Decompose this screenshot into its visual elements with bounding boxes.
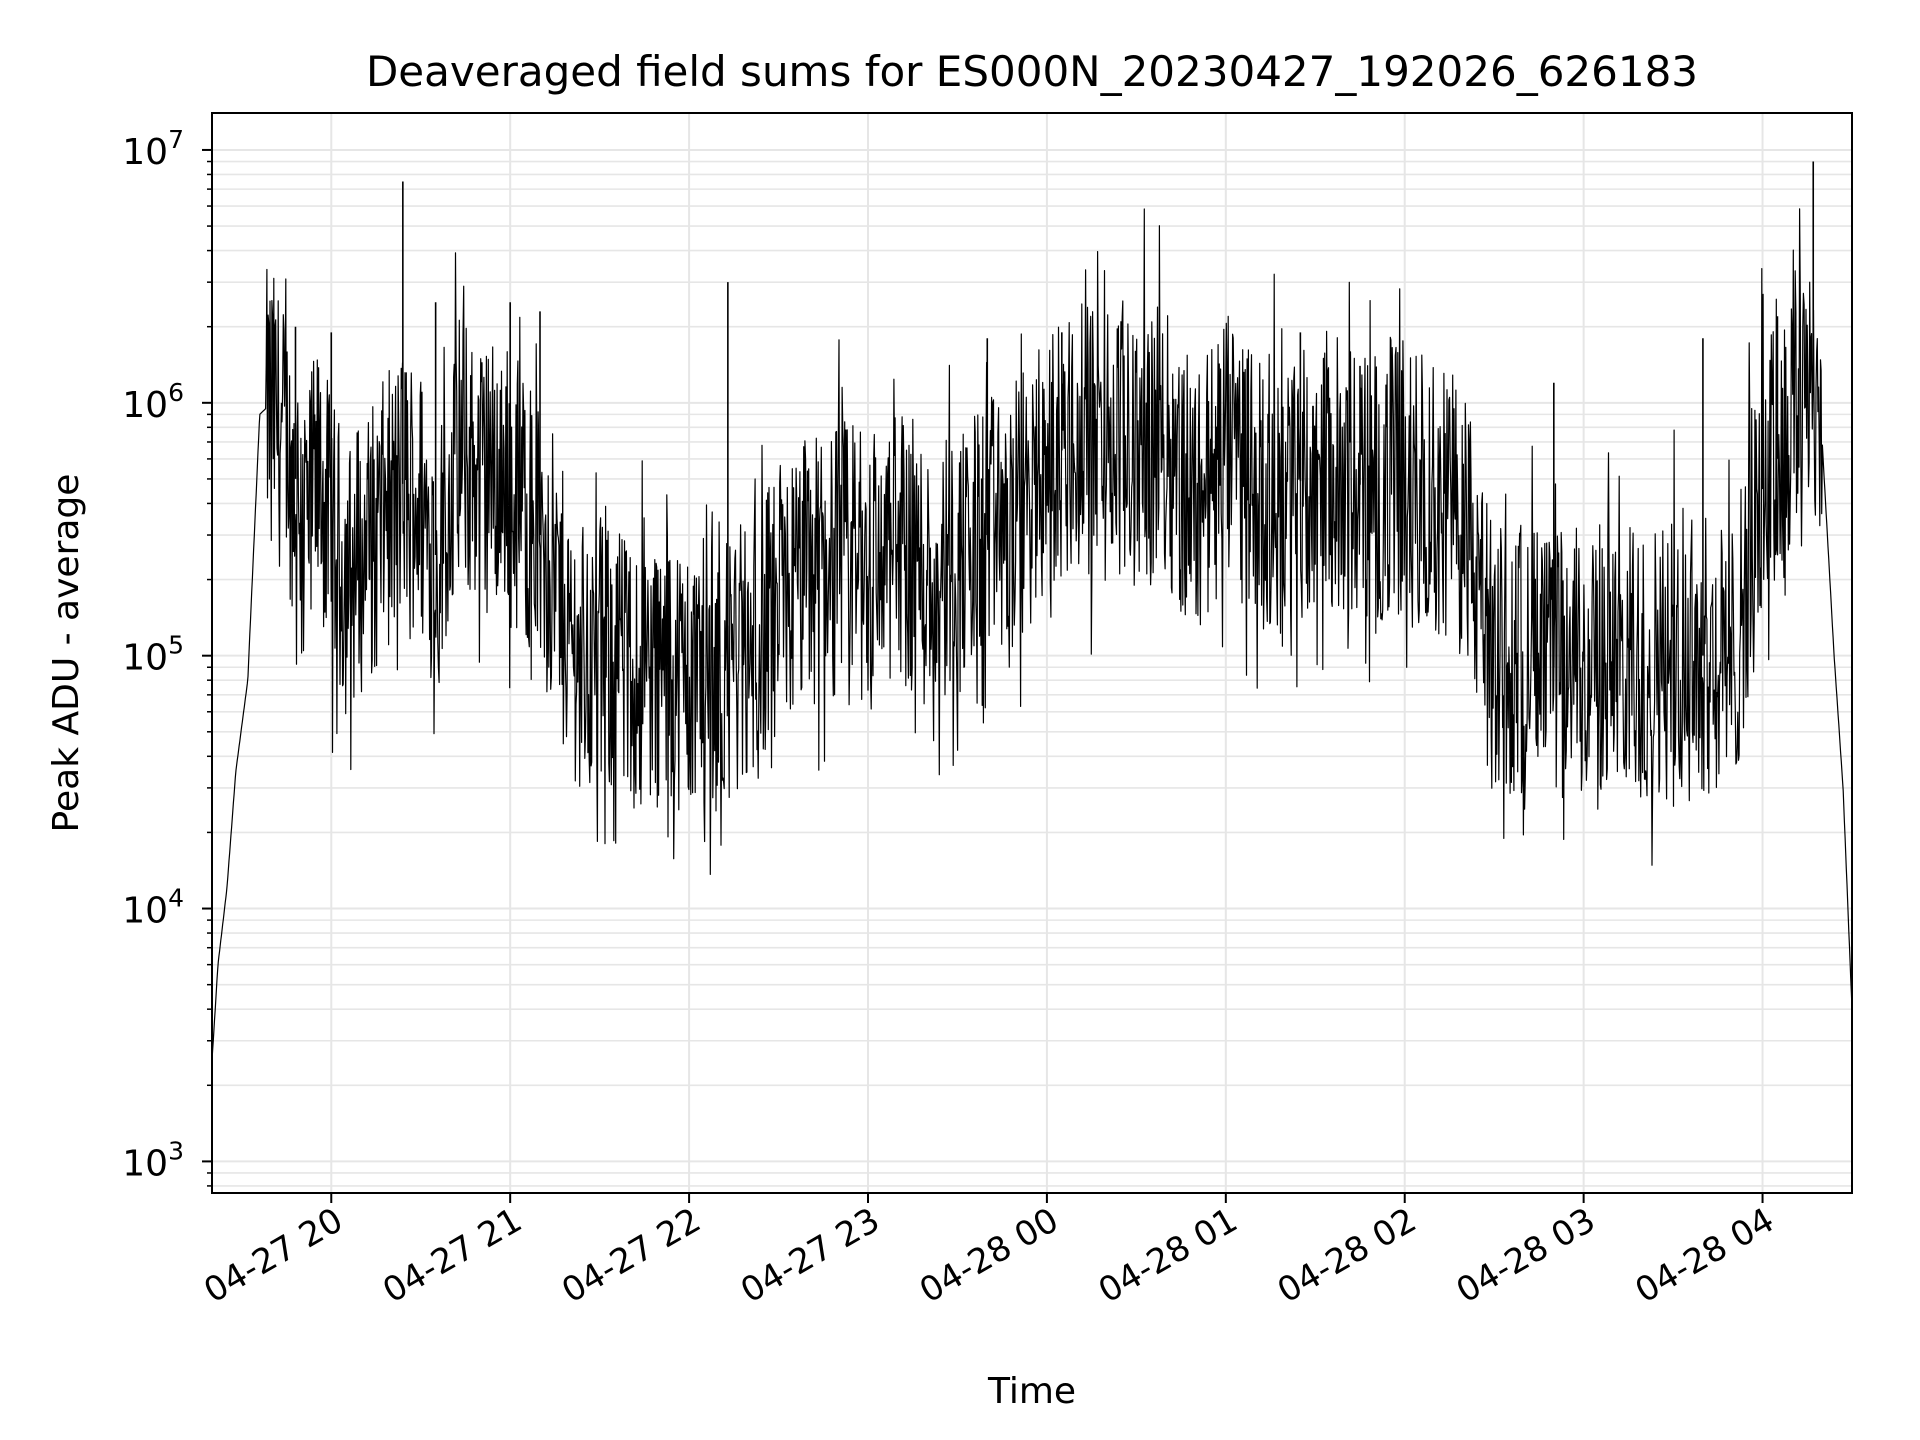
series-line [211,208,1853,1061]
y-axis-label: Peak ADU - average [46,474,87,833]
y-tick-label: 103 [122,1136,184,1184]
data-series [211,161,1853,1061]
y-tick-label: 107 [122,125,184,173]
y-tick-label: 105 [122,631,184,679]
x-axis-label: Time [987,1371,1076,1412]
y-tick-label: 104 [122,884,184,932]
y-tick-label: 106 [122,378,184,426]
grid [212,113,1852,1193]
chart-title: Deaveraged field sums for ES000N_2023042… [366,47,1698,96]
plot-frame [211,112,1853,1194]
